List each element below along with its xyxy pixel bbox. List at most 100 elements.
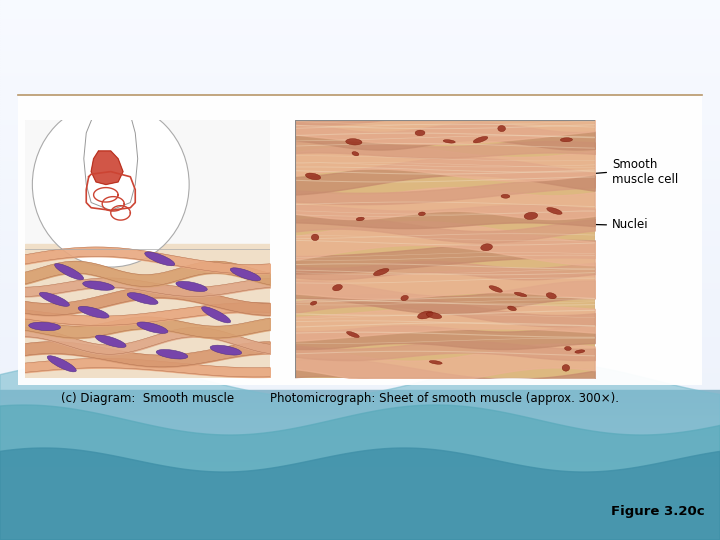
Bar	[0, 331, 720, 333]
Bar	[0, 115, 720, 117]
Ellipse shape	[560, 138, 572, 142]
Bar	[0, 49, 720, 50]
Bar	[0, 410, 720, 411]
Bar	[0, 85, 720, 86]
Bar	[0, 532, 720, 534]
Bar	[0, 405, 720, 406]
Bar	[0, 162, 720, 164]
Bar	[0, 302, 720, 304]
Bar	[0, 299, 720, 301]
Bar	[0, 234, 720, 236]
Ellipse shape	[501, 194, 510, 198]
Bar	[0, 312, 720, 313]
Bar	[0, 61, 720, 63]
Bar	[0, 421, 720, 423]
Bar	[25, 120, 270, 249]
Bar	[0, 333, 720, 335]
Ellipse shape	[514, 292, 527, 296]
Bar	[0, 460, 720, 461]
Bar	[0, 478, 720, 480]
Bar	[0, 466, 720, 468]
Bar	[0, 513, 720, 515]
Bar	[0, 402, 720, 403]
Bar	[0, 209, 720, 211]
Bar	[0, 511, 720, 512]
Bar	[0, 525, 720, 526]
Bar	[0, 451, 720, 453]
Ellipse shape	[352, 152, 359, 156]
Bar	[0, 315, 720, 317]
Bar	[0, 43, 720, 45]
Bar	[0, 452, 720, 454]
Bar	[0, 373, 720, 374]
Bar	[0, 45, 720, 47]
Bar	[0, 74, 720, 76]
Bar	[0, 189, 720, 191]
Ellipse shape	[575, 350, 585, 353]
Bar	[0, 220, 720, 221]
Bar	[0, 401, 720, 402]
Bar	[0, 275, 720, 277]
Bar	[0, 448, 720, 450]
Bar	[0, 490, 720, 491]
Bar	[0, 472, 720, 473]
Bar	[0, 492, 720, 494]
Bar	[0, 9, 720, 11]
Ellipse shape	[29, 322, 60, 330]
Bar	[0, 339, 720, 340]
Bar	[0, 158, 720, 160]
Ellipse shape	[415, 130, 425, 136]
Bar	[0, 227, 720, 228]
Bar	[0, 336, 720, 339]
Ellipse shape	[96, 335, 126, 348]
Bar	[0, 393, 720, 394]
Bar	[0, 432, 720, 433]
Ellipse shape	[508, 306, 516, 310]
Bar	[0, 231, 720, 232]
Bar	[0, 459, 720, 461]
Bar	[0, 347, 720, 349]
Bar	[0, 439, 720, 441]
Bar	[0, 201, 720, 204]
Bar	[0, 428, 720, 429]
Bar	[0, 463, 720, 464]
Bar	[0, 81, 720, 83]
Bar	[0, 400, 720, 401]
Ellipse shape	[374, 268, 389, 275]
Bar	[0, 16, 720, 18]
Bar	[0, 422, 720, 423]
Bar	[0, 539, 720, 540]
Bar	[0, 194, 720, 196]
Bar	[0, 328, 720, 329]
Bar	[0, 436, 720, 437]
Bar	[0, 464, 720, 465]
Bar	[0, 420, 720, 421]
Bar	[0, 391, 720, 392]
Bar	[0, 225, 720, 227]
Bar	[0, 415, 720, 416]
Ellipse shape	[346, 139, 362, 145]
Bar	[0, 258, 720, 259]
Bar	[0, 184, 720, 185]
Bar	[0, 427, 720, 428]
Bar	[0, 290, 720, 292]
Ellipse shape	[40, 292, 69, 306]
Bar	[0, 481, 720, 482]
Bar	[0, 527, 720, 528]
Bar	[0, 421, 720, 422]
Bar	[0, 306, 720, 308]
Bar	[0, 455, 720, 456]
Bar	[0, 277, 720, 279]
Bar	[0, 36, 720, 38]
Bar	[0, 417, 720, 418]
Bar	[0, 319, 720, 320]
Bar	[0, 487, 720, 488]
Ellipse shape	[230, 268, 261, 281]
Bar	[0, 383, 720, 385]
Bar	[0, 193, 720, 194]
Bar	[0, 447, 720, 448]
Bar	[0, 31, 720, 32]
Bar	[0, 523, 720, 524]
Bar	[0, 479, 720, 481]
Bar	[0, 88, 720, 90]
